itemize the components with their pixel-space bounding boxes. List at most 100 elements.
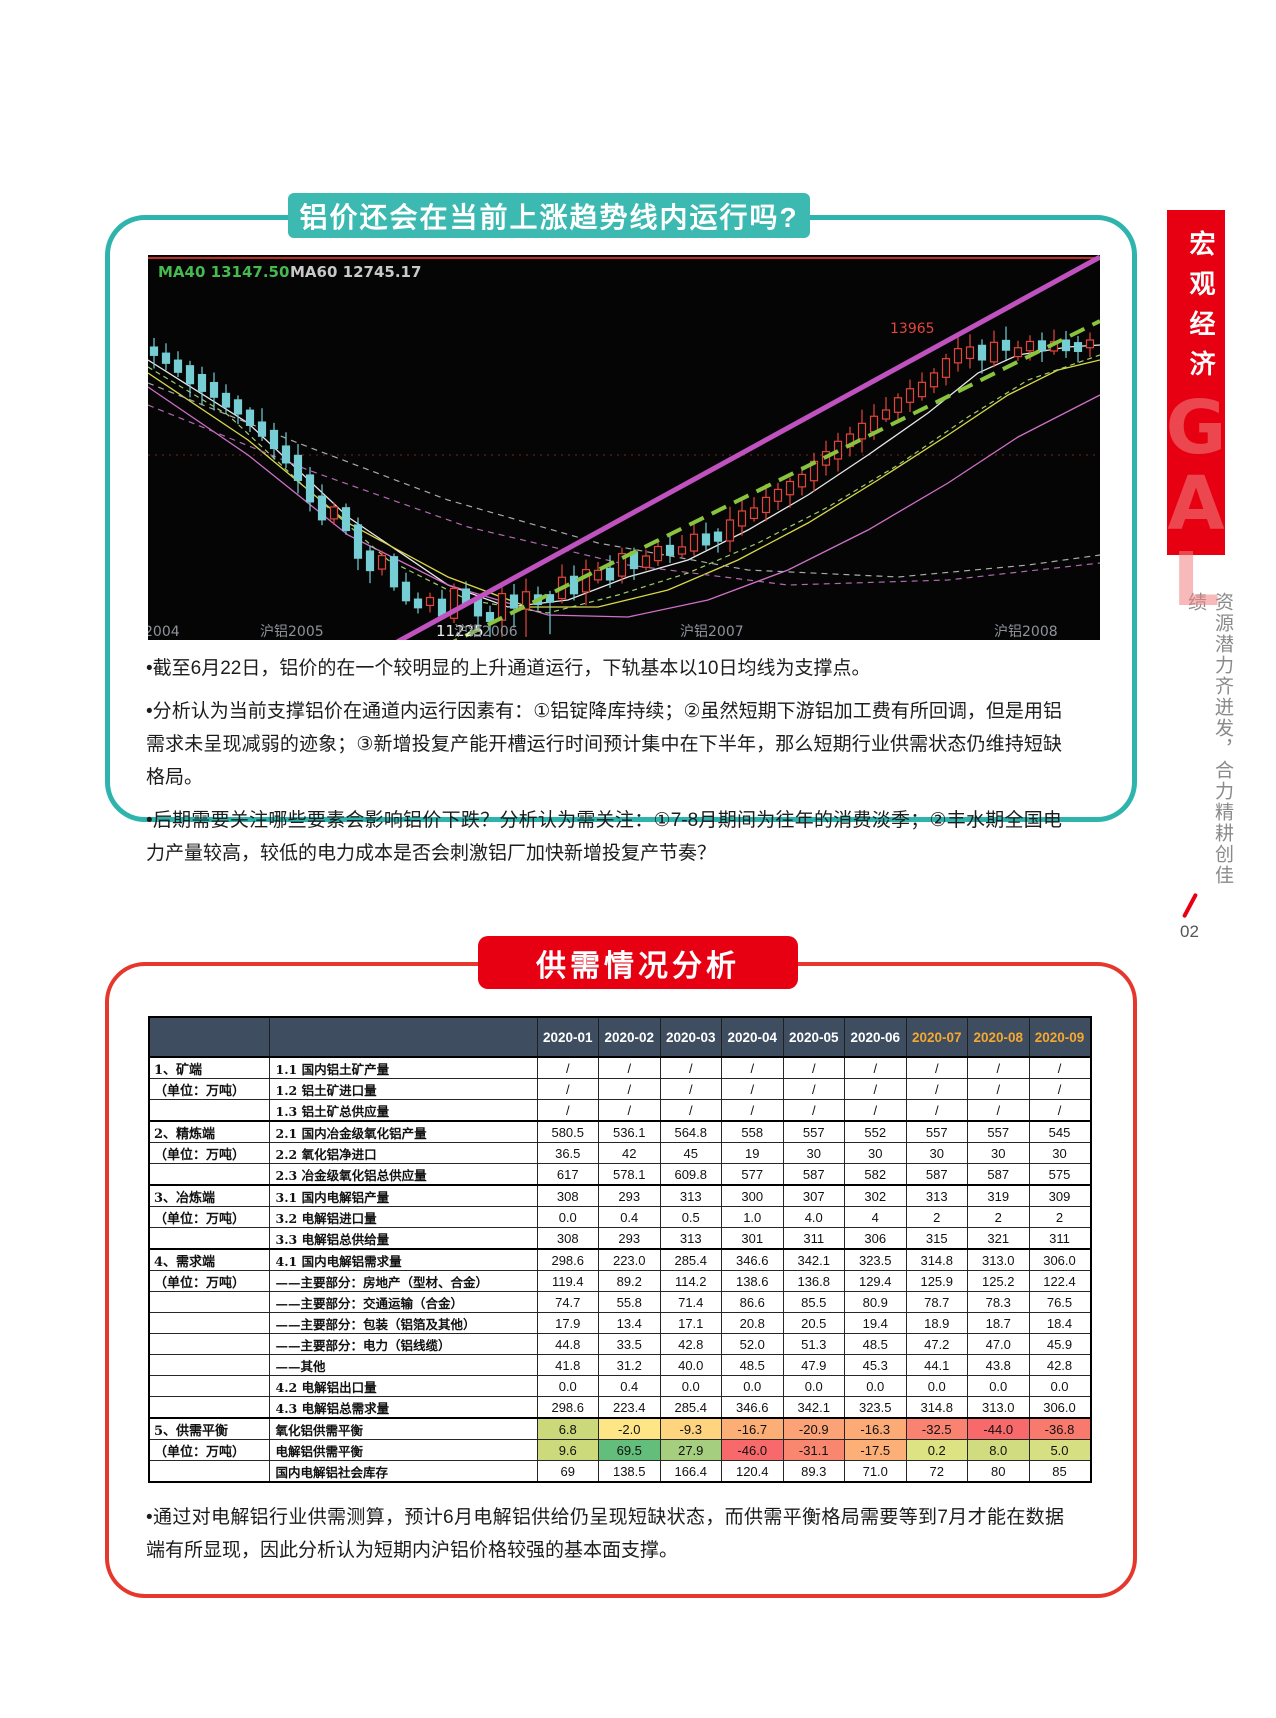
table-label-cell: 2.1 国内冶金级氧化铝产量 bbox=[268, 1120, 538, 1143]
table-group-cell bbox=[148, 1396, 270, 1419]
table-cell: 43.8 bbox=[967, 1354, 1030, 1376]
table-cell: 120.4 bbox=[721, 1460, 784, 1483]
table-header-blank bbox=[268, 1016, 538, 1058]
table-cell: / bbox=[967, 1078, 1030, 1100]
table-cell: 48.5 bbox=[844, 1333, 907, 1355]
table-cell: 0.5 bbox=[659, 1206, 722, 1228]
table-cell: 0.0 bbox=[967, 1375, 1030, 1397]
table-row: ——主要部分：包装（铝箔及其他） 17.9 13.4 17.1 20.8 20.5 19.4… bbox=[148, 1312, 1091, 1334]
table-cell: 346.6 bbox=[721, 1396, 784, 1419]
table-cell: 2 bbox=[967, 1206, 1030, 1228]
table-cell: 298.6 bbox=[536, 1396, 599, 1419]
table-cell: 27.9 bbox=[659, 1439, 722, 1461]
table-row: 4.2 电解铝出口量 0.0 0.4 0.0 0.0 0.0 0.0 0.0 0.0 0.0 bbox=[148, 1375, 1091, 1397]
table-cell: 536.1 bbox=[598, 1120, 661, 1143]
bullet-item: •后期需要关注哪些要素会影响铝价下跌？分析认为需关注：①7-8月期间为往年的消费… bbox=[146, 810, 1062, 864]
table-cell: / bbox=[659, 1099, 722, 1122]
table-cell: 9.6 bbox=[536, 1439, 599, 1461]
bullet-list: •截至6月22日，铝价的在一个较明显的上升通道运行，下轨基本以10日均线为支撑点… bbox=[146, 652, 1062, 880]
table-cell: 582 bbox=[844, 1163, 907, 1186]
supply-table: 2020-01 2020-02 2020-03 2020-04 2020-05 2020-… bbox=[148, 1016, 1092, 1483]
table-cell: / bbox=[782, 1099, 845, 1122]
table-cell: 42.8 bbox=[659, 1333, 722, 1355]
table-cell: 5.0 bbox=[1028, 1439, 1091, 1461]
table-cell: 306.0 bbox=[1028, 1248, 1091, 1271]
table-cell: 31.2 bbox=[598, 1354, 661, 1376]
table-cell: 2 bbox=[905, 1206, 968, 1228]
table-header-month: 2020-01 bbox=[536, 1016, 599, 1058]
table-cell: -17.5 bbox=[844, 1439, 907, 1461]
table-cell: 33.5 bbox=[598, 1333, 661, 1355]
bullet-item: •截至6月22日，铝价的在一个较明显的上升通道运行，下轨基本以10日均线为支撑点… bbox=[146, 658, 871, 679]
table-cell: 119.4 bbox=[536, 1270, 599, 1292]
table-cell: 564.8 bbox=[659, 1120, 722, 1143]
table-cell: 44.1 bbox=[905, 1354, 968, 1376]
table-cell: / bbox=[721, 1099, 784, 1122]
table-cell: -20.9 bbox=[782, 1417, 845, 1440]
table-cell: 30 bbox=[1028, 1142, 1091, 1164]
table-label-cell: 1.3 铝土矿总供应量 bbox=[268, 1099, 538, 1122]
table-cell: 313 bbox=[659, 1184, 722, 1207]
table-cell: 346.6 bbox=[721, 1248, 784, 1271]
table-cell: 55.8 bbox=[598, 1291, 661, 1313]
table-cell: 558 bbox=[721, 1120, 784, 1143]
table-cell: 308 bbox=[536, 1227, 599, 1250]
table-cell: 293 bbox=[598, 1227, 661, 1250]
table-cell: 42 bbox=[598, 1142, 661, 1164]
table-cell: 71.4 bbox=[659, 1291, 722, 1313]
table-cell: 76.5 bbox=[1028, 1291, 1091, 1313]
table-cell: 307 bbox=[782, 1184, 845, 1207]
table-cell: 0.0 bbox=[536, 1375, 599, 1397]
price-trend-title: 铝价还会在当前上涨趋势线内运行吗? bbox=[299, 201, 799, 233]
table-cell: 609.8 bbox=[659, 1163, 722, 1186]
brand-letter: A bbox=[1167, 461, 1225, 547]
table-cell: 47.2 bbox=[905, 1333, 968, 1355]
table-cell: 313.0 bbox=[967, 1248, 1030, 1271]
table-cell: / bbox=[844, 1099, 907, 1122]
table-cell: / bbox=[1028, 1056, 1091, 1079]
table-cell: 321 bbox=[967, 1227, 1030, 1250]
table-header-month: 2020-03 bbox=[659, 1016, 722, 1058]
table-cell: 0.0 bbox=[659, 1375, 722, 1397]
table-label-cell: ——主要部分：交通运输（合金） bbox=[268, 1291, 538, 1313]
table-header-month: 2020-04 bbox=[721, 1016, 784, 1058]
table-cell: 74.7 bbox=[536, 1291, 599, 1313]
table-cell: / bbox=[1028, 1099, 1091, 1122]
table-group-cell bbox=[148, 1460, 270, 1483]
table-cell: / bbox=[967, 1056, 1030, 1079]
chart-label: MA60 12745.17 bbox=[290, 263, 421, 281]
table-cell: 44.8 bbox=[536, 1333, 599, 1355]
table-label-cell: 电解铝供需平衡 bbox=[268, 1439, 538, 1461]
table-row: （单位：万吨） 2.2 氧化铝净进口 36.5 42 45 19 30 30 30 30 30 bbox=[148, 1142, 1091, 1164]
table-group-cell bbox=[148, 1354, 270, 1376]
table-cell: 323.5 bbox=[844, 1248, 907, 1271]
table-cell: 19 bbox=[721, 1142, 784, 1164]
table-cell: 4.0 bbox=[782, 1206, 845, 1228]
chart-label: 沪铝2005 bbox=[260, 624, 324, 640]
table-row: 3、冶炼端 3.1 国内电解铝产量 308 293 313 300 307 302 313 319… bbox=[148, 1184, 1091, 1207]
table-cell: 0.0 bbox=[1028, 1375, 1091, 1397]
table-row: 1.3 铝土矿总供应量 / / / / / / / / / bbox=[148, 1099, 1091, 1122]
table-cell: / bbox=[844, 1056, 907, 1079]
table-header-row: 2020-01 2020-02 2020-03 2020-04 2020-05 2020-… bbox=[148, 1016, 1091, 1058]
table-cell: 314.8 bbox=[905, 1396, 968, 1419]
supply-table-wrap: 2020-01 2020-02 2020-03 2020-04 2020-05 2020-… bbox=[148, 1016, 1092, 1483]
table-label-cell: 4.2 电解铝出口量 bbox=[268, 1375, 538, 1397]
table-group-cell: 5、供需平衡 bbox=[148, 1417, 270, 1440]
table-cell: / bbox=[659, 1078, 722, 1100]
table-row: 2、精炼端 2.1 国内冶金级氧化铝产量 580.5 536.1 564.8 558 557… bbox=[148, 1120, 1091, 1143]
table-cell: 557 bbox=[967, 1120, 1030, 1143]
table-cell: 617 bbox=[536, 1163, 599, 1186]
table-header-blank bbox=[148, 1016, 270, 1058]
chart-label: 沪铝2004 bbox=[148, 624, 180, 640]
table-cell: / bbox=[905, 1099, 968, 1122]
table-group-cell: （单位：万吨） bbox=[148, 1142, 270, 1164]
table-row: （单位：万吨） 电解铝供需平衡 9.6 69.5 27.9 -46.0 -31.1 -17.5… bbox=[148, 1439, 1091, 1461]
table-cell: / bbox=[721, 1078, 784, 1100]
table-cell: -2.0 bbox=[598, 1417, 661, 1440]
table-label-cell: 3.3 电解铝总供给量 bbox=[268, 1227, 538, 1250]
table-cell: 30 bbox=[782, 1142, 845, 1164]
table-label-cell: 2.3 冶金级氧化铝总供应量 bbox=[268, 1163, 538, 1186]
table-row: ——主要部分：电力（铝线缆） 44.8 33.5 42.8 52.0 51.3 48.5 47… bbox=[148, 1333, 1091, 1355]
table-cell: 17.9 bbox=[536, 1312, 599, 1334]
